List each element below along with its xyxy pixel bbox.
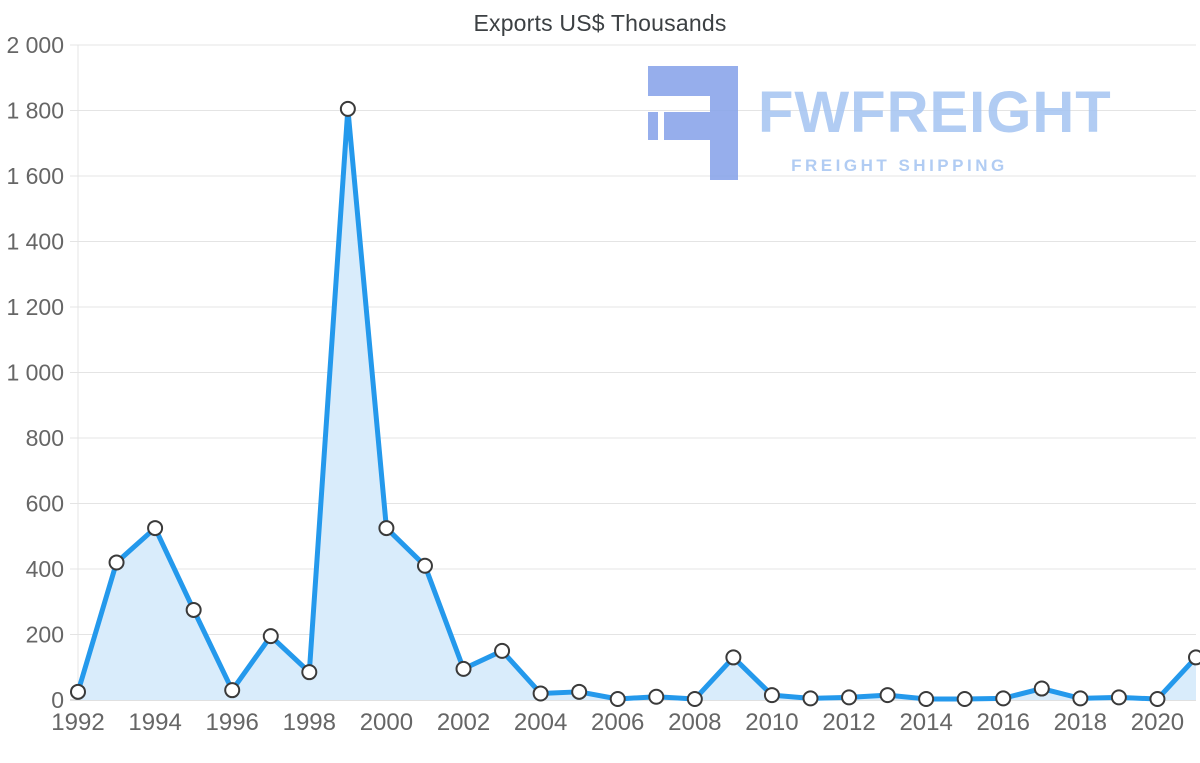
data-point-marker xyxy=(416,557,433,574)
x-tick-label: 2000 xyxy=(360,709,413,736)
data-point-marker xyxy=(879,687,896,704)
data-point-marker xyxy=(70,683,86,700)
data-point-marker xyxy=(1072,690,1089,707)
x-tick-label: 2016 xyxy=(977,709,1030,736)
y-tick-label: 800 xyxy=(26,425,64,451)
data-point-marker xyxy=(1149,691,1166,708)
x-tick-label: 2014 xyxy=(899,709,952,736)
chart-title: Exports US$ Thousands xyxy=(473,10,727,36)
data-point-marker xyxy=(841,689,858,706)
y-tick-label: 200 xyxy=(26,622,64,648)
data-point-marker xyxy=(802,690,819,707)
data-point-marker xyxy=(532,685,549,702)
y-tick-label: 2 000 xyxy=(6,32,64,58)
data-point-marker xyxy=(378,520,395,537)
x-tick-label: 2020 xyxy=(1131,709,1184,736)
data-point-marker xyxy=(108,554,125,571)
y-tick-label: 1 000 xyxy=(6,360,64,386)
y-tick-label: 1 200 xyxy=(6,294,64,320)
data-point-marker xyxy=(918,691,935,708)
y-tick-label: 400 xyxy=(26,556,64,582)
data-point-marker xyxy=(648,688,665,705)
x-tick-label: 1996 xyxy=(206,709,259,736)
x-tick-label: 1992 xyxy=(51,709,104,736)
y-tick-label: 1 400 xyxy=(6,229,64,255)
data-point-marker xyxy=(455,660,472,677)
series-line xyxy=(75,106,1199,702)
data-point-marker xyxy=(339,100,356,117)
data-point-marker xyxy=(1188,649,1200,666)
data-point-marker xyxy=(571,683,588,700)
data-point-marker xyxy=(763,687,780,704)
y-tick-label: 0 xyxy=(51,687,64,713)
data-point-marker xyxy=(609,691,626,708)
data-point-marker xyxy=(1033,680,1050,697)
x-tick-label: 2018 xyxy=(1054,709,1107,736)
x-tick-label: 2008 xyxy=(668,709,721,736)
x-tick-label: 2002 xyxy=(437,709,490,736)
data-point-marker xyxy=(147,520,164,537)
series-area-fill xyxy=(78,108,1196,701)
data-point-marker xyxy=(1110,689,1127,706)
data-point-marker xyxy=(185,601,202,618)
y-tick-label: 1 600 xyxy=(6,163,64,189)
x-tick-label: 2010 xyxy=(745,709,798,736)
data-point-marker xyxy=(224,682,241,699)
data-point-marker xyxy=(956,691,973,708)
data-point-marker xyxy=(301,664,318,681)
x-tick-label: 1994 xyxy=(128,709,181,736)
data-point-marker xyxy=(686,691,703,708)
y-tick-label: 1 800 xyxy=(6,98,64,124)
y-tick-label: 600 xyxy=(26,491,64,517)
data-point-marker xyxy=(725,649,742,666)
x-tick-label: 1998 xyxy=(283,709,336,736)
x-tick-label: 2012 xyxy=(822,709,875,736)
x-tick-label: 2006 xyxy=(591,709,644,736)
x-tick-label: 2004 xyxy=(514,709,567,736)
data-point-marker xyxy=(494,642,511,659)
data-point-marker xyxy=(262,628,279,645)
data-point-marker xyxy=(995,690,1012,707)
